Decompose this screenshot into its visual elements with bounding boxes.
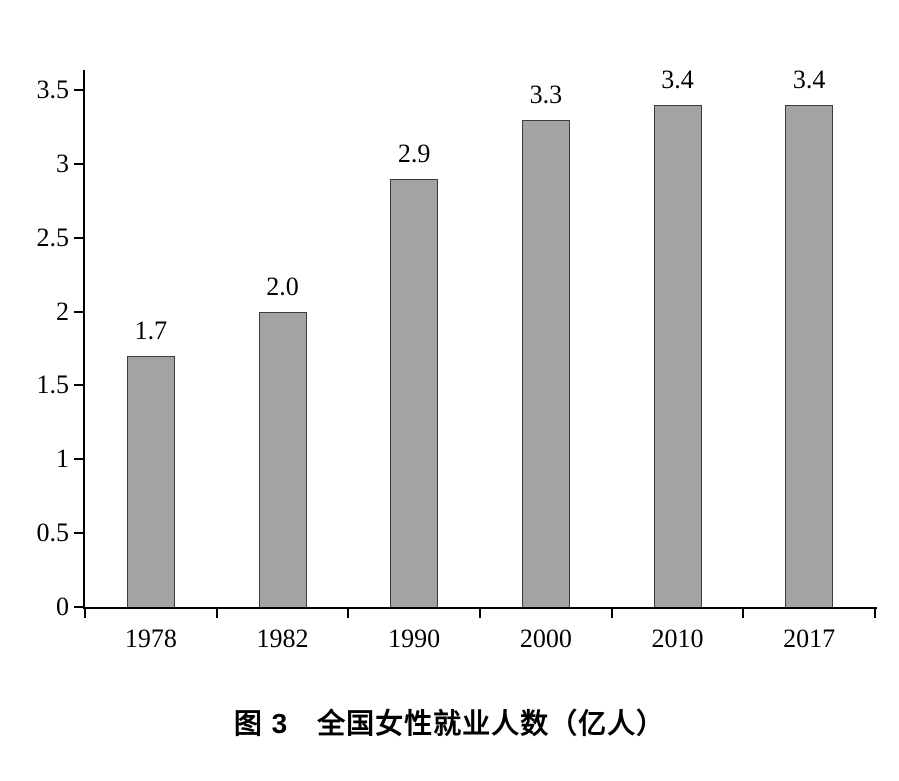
y-tick-label: 1 bbox=[56, 444, 69, 474]
x-axis-line bbox=[83, 607, 877, 609]
y-tick-label: 1.5 bbox=[36, 370, 70, 400]
y-tick-mark bbox=[74, 532, 83, 535]
bar-2010 bbox=[653, 104, 702, 607]
y-tick-label: 0.5 bbox=[36, 518, 70, 548]
bar-value-label: 2.0 bbox=[266, 271, 299, 301]
y-tick-mark bbox=[74, 89, 83, 91]
y-tick-mark bbox=[74, 310, 83, 313]
x-axis-category-label: 2010 bbox=[651, 624, 704, 653]
bar-2000 bbox=[521, 119, 570, 607]
bar-value-label: 1.7 bbox=[134, 315, 168, 345]
bar-value-label: 3.4 bbox=[661, 64, 694, 94]
y-tick-label: 3.5 bbox=[36, 75, 70, 104]
x-tick-mark bbox=[215, 609, 218, 618]
y-tick-mark bbox=[74, 606, 83, 608]
x-axis-category-label: 2000 bbox=[519, 624, 572, 653]
bar-1990 bbox=[390, 178, 439, 607]
x-tick-mark bbox=[479, 609, 481, 618]
y-tick-label: 3 bbox=[56, 148, 69, 178]
bar-value-label: 2.9 bbox=[397, 138, 431, 168]
y-tick-mark bbox=[74, 458, 83, 461]
x-tick-mark bbox=[874, 609, 876, 618]
y-tick-label: 2.5 bbox=[36, 222, 70, 252]
x-tick-mark bbox=[610, 609, 613, 618]
y-tick-label: 2 bbox=[56, 296, 69, 326]
x-axis-category-label: 1990 bbox=[388, 624, 441, 653]
bar-2017 bbox=[785, 104, 834, 607]
y-tick-mark bbox=[74, 236, 83, 239]
x-tick-mark bbox=[347, 609, 350, 618]
plot-area: 0 0.5 1 1.5 2 2.5 3 3.5 1.7 1978 2.0 1982 2.9 1990 3.3… bbox=[37, 66, 877, 652]
y-tick-mark bbox=[74, 162, 83, 165]
x-axis-category-label: 1982 bbox=[256, 624, 309, 653]
bar-value-label: 3.4 bbox=[792, 64, 826, 94]
chart-title: 图 3 全国女性就业人数（亿人） bbox=[233, 708, 666, 739]
bar-value-label: 3.3 bbox=[529, 79, 563, 109]
x-axis-category-label: 2017 bbox=[783, 624, 836, 653]
bar-1982 bbox=[258, 311, 307, 607]
y-tick-mark bbox=[74, 384, 83, 387]
bar-1978 bbox=[126, 355, 175, 607]
x-tick-mark bbox=[84, 609, 86, 618]
y-tick-label: 0 bbox=[56, 592, 69, 621]
y-axis-line bbox=[83, 70, 85, 609]
x-tick-mark bbox=[742, 609, 745, 618]
x-axis-category-label: 1978 bbox=[124, 624, 177, 653]
